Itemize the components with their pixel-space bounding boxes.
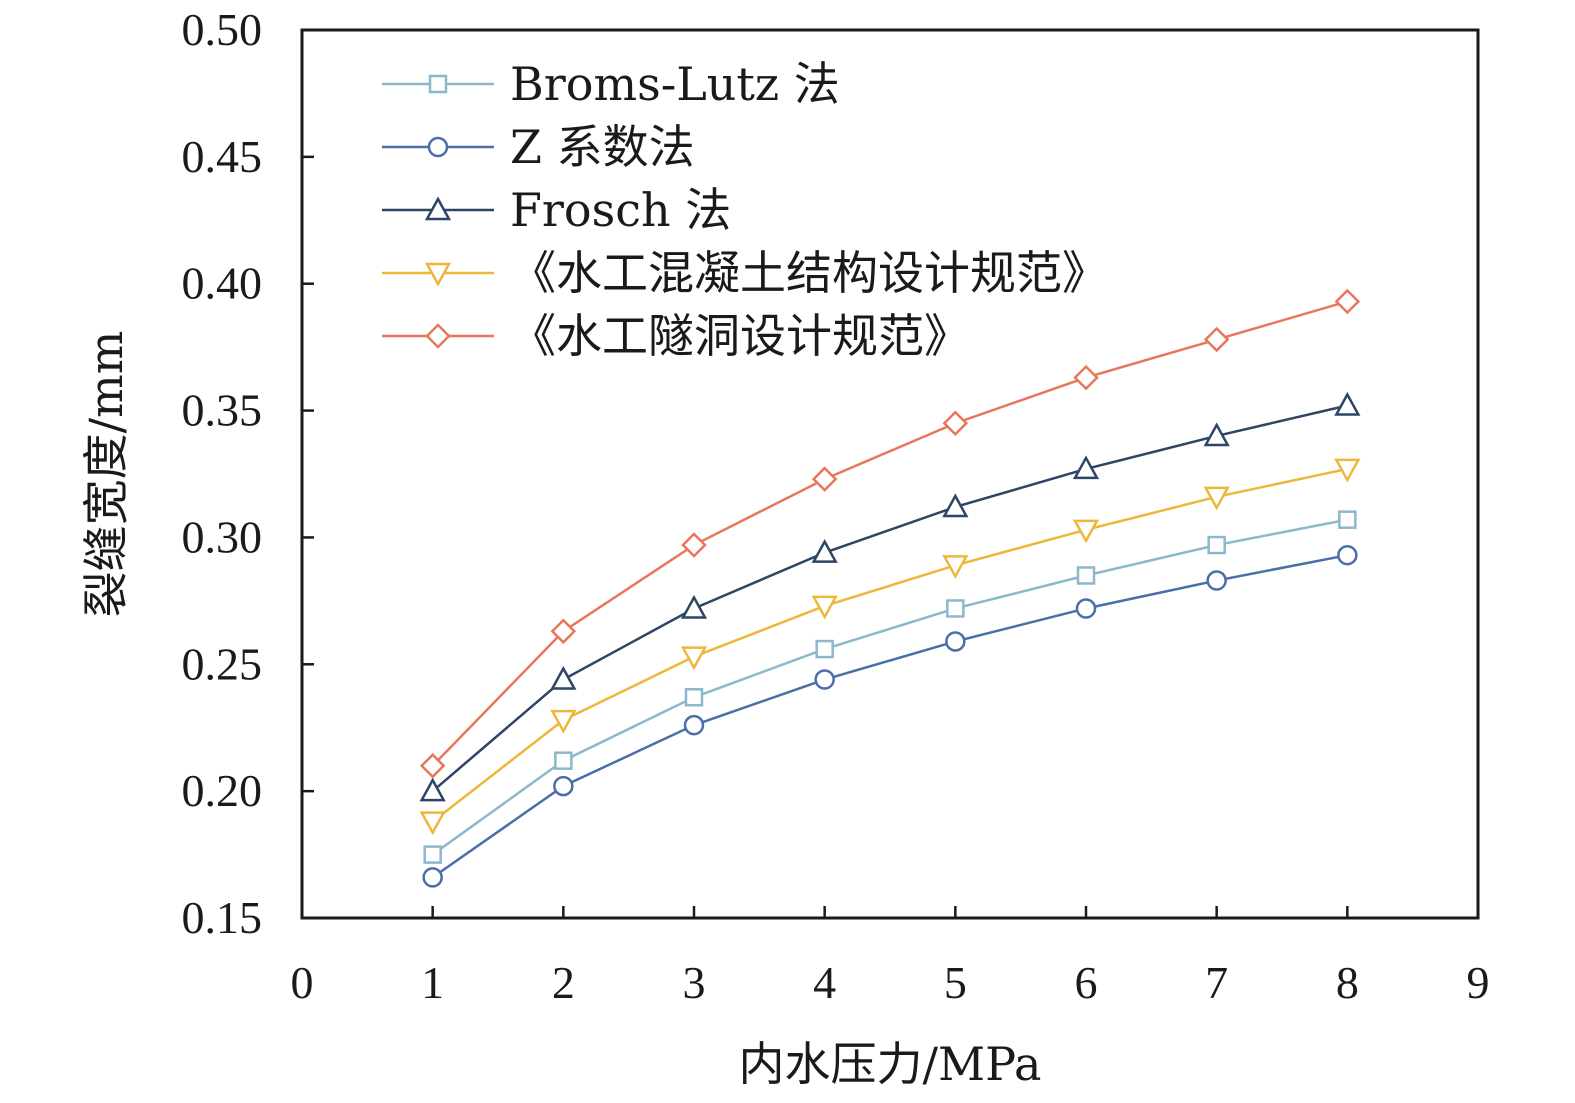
data-point-triangle-up [1334,391,1361,416]
series-1 [422,544,1358,888]
data-point-triangle-down [1334,458,1361,483]
data-point-circle [1075,598,1097,619]
x-tick-label: 9 [1467,957,1490,1008]
legend: Broms-Lutz 法 Z 系数法 Frosch 法《水工混凝土结构设计规范》《水… [382,57,1108,363]
legend-label: Frosch 法 [510,183,731,237]
data-point-diamond [419,753,446,779]
legend-item: 《水工混凝土结构设计规范》 [382,246,1108,300]
series-3 [419,458,1361,836]
series-group [419,288,1361,888]
y-tick-label: 0.25 [182,638,263,689]
data-point-diamond [681,532,707,558]
data-point-triangle-up [550,665,577,690]
data-point-triangle-down [1072,519,1100,544]
legend-item: Frosch 法 [382,183,731,237]
data-point-diamond [811,466,838,492]
y-tick-label: 0.30 [182,511,263,562]
series-line [431,300,1348,767]
data-point-circle [427,136,449,158]
data-point-triangle-up [942,493,969,518]
data-point-circle [1206,570,1227,591]
y-tick-label: 0.20 [182,765,263,816]
data-point-diamond [942,410,969,437]
x-tick-label: 5 [944,957,967,1008]
data-point-triangle-down [419,811,446,836]
x-tick-label: 7 [1205,957,1228,1008]
y-tick-label: 0.35 [182,385,263,436]
series-line [431,467,1348,823]
series-line [431,404,1348,793]
x-tick-label: 4 [813,957,836,1008]
data-point-square [554,751,573,770]
y-tick-label: 0.40 [182,258,263,309]
legend-label: 《水工混凝土结构设计规范》 [510,246,1108,300]
data-point-square [423,845,442,864]
data-point-diamond [550,618,577,645]
data-point-triangle-down [942,555,969,579]
data-point-circle [553,775,574,797]
series-0 [423,510,1357,864]
y-axis-title: 裂缝宽度/mm [79,331,133,618]
series-2 [419,391,1361,802]
data-point-diamond [1334,288,1361,315]
y-tick-label: 0.15 [182,892,263,943]
plot-frame [300,28,1480,920]
data-point-circle [1337,544,1358,566]
legend-item: 《水工隧洞设计规范》 [382,309,970,363]
data-point-square [815,639,834,659]
series-4 [419,288,1361,779]
legend-label: Broms-Lutz 法 [510,57,840,111]
data-point-triangle-down [550,709,577,734]
data-point-triangle-up [424,196,452,221]
data-point-square [684,688,704,707]
x-tick-label: 6 [1075,957,1098,1008]
y-tick-label: 0.45 [182,131,263,182]
data-point-triangle-up [1072,455,1100,480]
x-tick-label: 3 [683,957,706,1008]
data-point-diamond [1073,364,1099,391]
x-tick-label: 8 [1336,957,1359,1008]
data-point-triangle-up [680,594,708,619]
data-point-triangle-up [419,777,446,802]
data-point-square [1338,510,1357,529]
y-tick-label: 0.50 [182,4,263,55]
data-point-diamond [425,323,451,349]
data-point-square [428,74,448,94]
data-point-triangle-up [1203,422,1230,447]
data-point-triangle-down [680,646,708,671]
data-point-triangle-down [1203,486,1230,511]
x-tick-label: 2 [552,957,575,1008]
data-point-circle [814,669,835,690]
data-point-circle [683,714,705,736]
data-point-square [946,599,965,618]
data-point-circle [945,631,966,652]
x-axis-title: 内水压力/MPa [739,1037,1042,1091]
data-point-circle [422,867,443,888]
data-point-diamond [1203,326,1230,353]
x-tick-label: 1 [421,957,444,1008]
series-line [431,553,1348,879]
data-point-triangle-down [811,595,838,620]
legend-label: 《水工隧洞设计规范》 [510,309,970,363]
legend-item: Z 系数法 [382,120,695,174]
x-tick-label: 0 [291,957,314,1008]
data-point-triangle-up [811,539,838,563]
legend-label: Z 系数法 [510,120,695,174]
axis-ticks: 0 1 2 3 4 5 6 7 8 9 0.15 0.20 0.25 0.30 0.35 0.40 0.45 0.… [182,4,1490,1008]
data-point-square [1207,535,1226,555]
data-point-triangle-down [424,262,452,287]
series-line [431,518,1348,856]
legend-item: Broms-Lutz 法 [382,57,840,111]
data-point-square [1076,566,1096,585]
